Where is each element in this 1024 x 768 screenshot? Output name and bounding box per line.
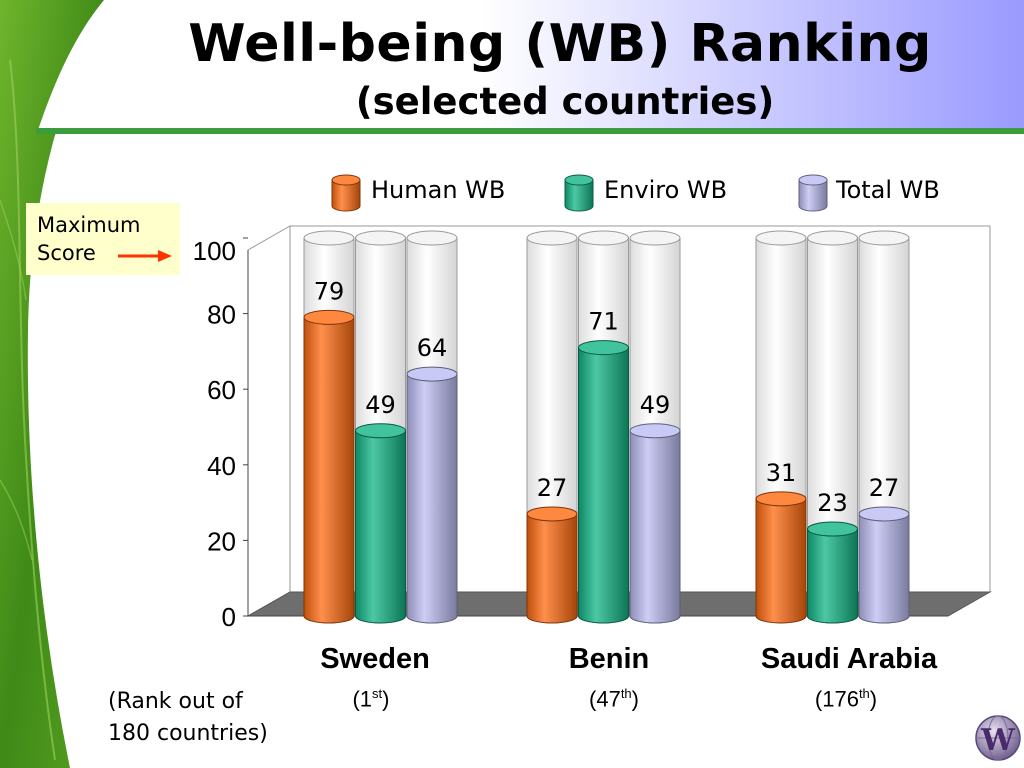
data-label-total-wb-benin: 49 — [640, 391, 671, 419]
max-cylinder-top-total-wb-saudi-arabia — [858, 230, 910, 246]
rank-note-line2: 180 countries) — [108, 721, 268, 746]
legend-cylinder-total-wb — [798, 179, 828, 212]
legend-cylinder-enviro-wb — [564, 179, 594, 212]
bar-top-enviro-wb-saudi-arabia — [807, 521, 858, 537]
y-tick-label-40: 40 — [207, 451, 236, 481]
category-label-benin: Benin — [568, 643, 650, 675]
bar-total-wb-sweden — [406, 373, 458, 624]
legend-cylinder-human-wb — [331, 179, 361, 212]
max-cylinder-top-human-wb-benin — [526, 230, 578, 246]
rank-note-line1: (Rank out of — [108, 689, 243, 714]
rank-label-sweden: (1st) — [291, 686, 451, 712]
rank-label-benin: (47th) — [534, 686, 694, 712]
data-label-human-wb-saudi-arabia: 31 — [766, 459, 797, 487]
bar-human-wb-sweden — [303, 316, 355, 624]
data-label-enviro-wb-benin: 71 — [588, 308, 619, 336]
chart-side-wall — [247, 225, 291, 617]
max-cylinder-top-human-wb-sweden — [303, 230, 355, 246]
rank-close: ) — [382, 686, 390, 712]
y-tick-label-60: 60 — [207, 375, 236, 405]
bar-enviro-wb-sweden — [355, 430, 406, 624]
bar-human-wb-benin — [526, 513, 578, 624]
legend-cylinder-top-human-wb — [331, 174, 361, 186]
rank-suffix: th — [858, 686, 870, 701]
max-cylinder-top-enviro-wb-saudi-arabia — [807, 230, 858, 246]
bar-top-human-wb-saudi-arabia — [755, 491, 807, 507]
y-tick-label-20: 20 — [207, 526, 236, 556]
title-divider — [36, 128, 1024, 134]
data-label-enviro-wb-sweden: 49 — [365, 391, 396, 419]
slide-title: Well-being (WB) Ranking — [188, 14, 932, 74]
bar-human-wb-saudi-arabia — [755, 498, 807, 624]
max-cylinder-top-human-wb-saudi-arabia — [755, 230, 807, 246]
bar-enviro-wb-saudi-arabia — [807, 528, 858, 624]
max-cylinder-top-total-wb-sweden — [406, 230, 458, 246]
arrow-right-icon — [118, 250, 172, 262]
y-tick-label-0: 0 — [222, 602, 236, 632]
legend-cylinder-top-enviro-wb — [564, 174, 594, 186]
y-tick-label-80: 80 — [207, 300, 236, 330]
bar-top-enviro-wb-sweden — [355, 423, 406, 439]
legend-label-total-wb: Total WB — [836, 176, 940, 204]
data-label-human-wb-benin: 27 — [537, 474, 568, 502]
bar-total-wb-saudi-arabia — [858, 513, 910, 624]
legend-label-human-wb: Human WB — [371, 176, 506, 204]
legend-label-enviro-wb: Enviro WB — [604, 176, 728, 204]
y-tick-label-100: 100 — [193, 236, 236, 266]
rank-suffix: st — [372, 686, 383, 701]
slide-subtitle: (selected countries) — [355, 80, 775, 123]
logo-icon: W — [975, 715, 1021, 761]
rank-suffix: th — [620, 686, 632, 701]
maximum-note-line2: Score — [37, 241, 96, 265]
rank-close: ) — [631, 686, 639, 712]
logo-glyph: W — [980, 723, 1016, 758]
bar-top-human-wb-benin — [526, 506, 578, 522]
bar-top-enviro-wb-benin — [578, 340, 629, 356]
maximum-note-line1: Maximum — [37, 213, 141, 237]
bar-total-wb-benin — [629, 430, 681, 624]
rank-number: (1 — [352, 686, 373, 712]
rank-note: (Rank out of 180 countries) — [108, 686, 328, 750]
legend-cylinder-top-total-wb — [798, 174, 828, 186]
max-cylinder-top-total-wb-benin — [629, 230, 681, 246]
rank-number: (176 — [814, 686, 859, 712]
bar-top-total-wb-sweden — [406, 366, 458, 382]
data-label-total-wb-sweden: 64 — [417, 334, 448, 362]
data-label-enviro-wb-saudi-arabia: 23 — [817, 489, 848, 517]
rank-close: ) — [869, 686, 878, 712]
category-label-saudi-arabia: Saudi Arabia — [760, 643, 938, 675]
bar-top-total-wb-benin — [629, 423, 681, 439]
data-label-total-wb-saudi-arabia: 27 — [869, 474, 900, 502]
rank-label-saudi-arabia: (176th) — [766, 686, 926, 712]
data-label-human-wb-sweden: 79 — [314, 277, 345, 305]
category-label-sweden: Sweden — [320, 643, 430, 675]
bar-enviro-wb-benin — [578, 347, 629, 624]
title-band — [38, 0, 1024, 130]
bar-top-human-wb-sweden — [303, 309, 355, 325]
rank-number: (47 — [589, 686, 621, 712]
max-cylinder-top-enviro-wb-sweden — [355, 230, 406, 246]
bar-top-total-wb-saudi-arabia — [858, 506, 910, 522]
max-cylinder-top-enviro-wb-benin — [578, 230, 629, 246]
maximum-score-note: Maximum Score — [26, 203, 180, 275]
